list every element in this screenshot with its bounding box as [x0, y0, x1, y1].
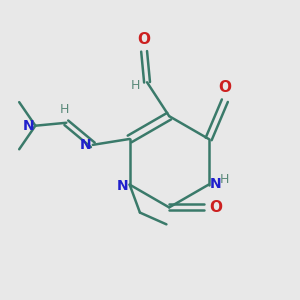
Text: O: O: [209, 200, 222, 215]
Text: N: N: [210, 177, 222, 191]
Text: H: H: [60, 103, 70, 116]
Text: O: O: [138, 32, 151, 47]
Text: N: N: [22, 119, 34, 133]
Text: N: N: [116, 179, 128, 193]
Text: N: N: [80, 138, 91, 152]
Text: O: O: [218, 80, 231, 95]
Text: H: H: [131, 79, 141, 92]
Text: H: H: [220, 173, 229, 186]
